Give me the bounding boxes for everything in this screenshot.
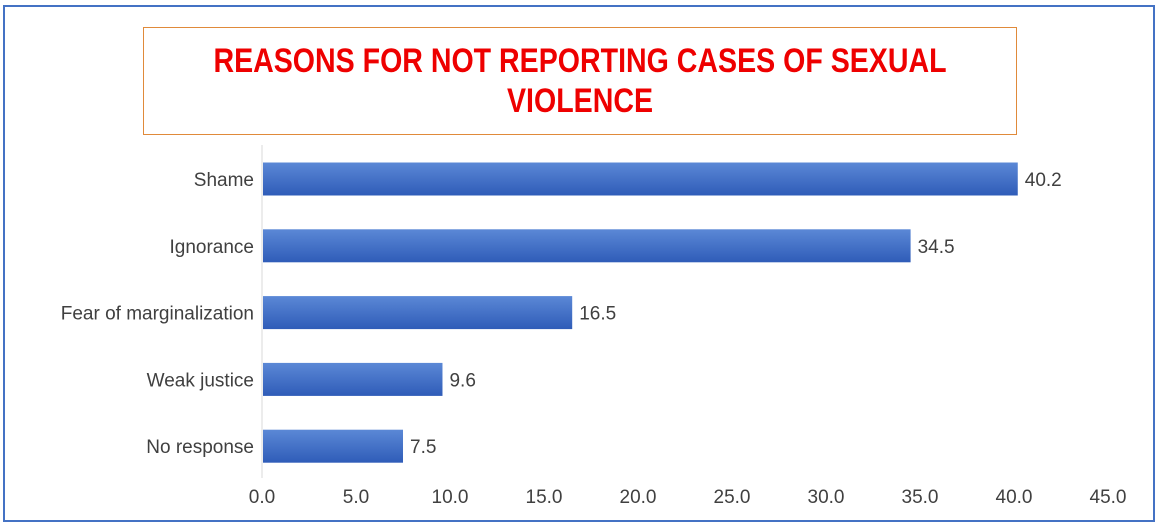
chart-title-box: REASONS FOR NOT REPORTING CASES OF SEXUA… (143, 27, 1017, 135)
data-label: 34.5 (918, 237, 955, 258)
x-tick-label: 0.0 (249, 487, 275, 508)
category-label: No response (146, 437, 254, 458)
data-label: 40.2 (1025, 170, 1062, 191)
category-label: Fear of marginalization (61, 304, 254, 325)
category-label: Ignorance (169, 237, 254, 258)
x-axis-tick-labels: 0.0 5.0 10.0 15.0 20.0 25.0 30.0 35.0 40.0 45.0 (249, 487, 1127, 508)
bar-no-response (263, 429, 403, 463)
x-tick-label: 40.0 (996, 487, 1033, 508)
x-tick-label: 10.0 (432, 487, 469, 508)
bar-fear-of-marginalization (263, 296, 573, 330)
category-label: Weak justice (147, 370, 254, 391)
data-label: 9.6 (449, 370, 475, 391)
bars-group (263, 162, 1018, 463)
bar-ignorance (263, 229, 911, 263)
data-labels: 40.2 34.5 16.5 9.6 7.5 (410, 170, 1062, 458)
category-labels: Shame Ignorance Fear of marginalization Wea… (61, 170, 254, 458)
chart-title: REASONS FOR NOT REPORTING CASES OF SEXUA… (213, 42, 947, 120)
x-tick-label: 35.0 (902, 487, 939, 508)
chart-frame (3, 5, 1155, 522)
x-tick-label: 25.0 (714, 487, 751, 508)
data-label: 7.5 (410, 437, 436, 458)
data-label: 16.5 (579, 304, 616, 325)
x-tick-label: 30.0 (808, 487, 845, 508)
x-tick-label: 20.0 (620, 487, 657, 508)
x-tick-label: 45.0 (1090, 487, 1127, 508)
bar-shame (263, 162, 1018, 196)
category-label: Shame (194, 170, 254, 191)
x-tick-label: 15.0 (526, 487, 563, 508)
x-tick-label: 5.0 (343, 487, 369, 508)
bar-weak-justice (263, 362, 443, 396)
